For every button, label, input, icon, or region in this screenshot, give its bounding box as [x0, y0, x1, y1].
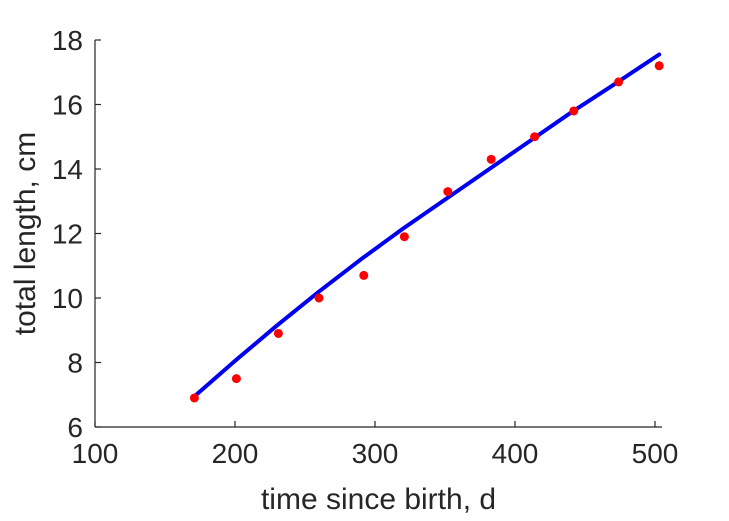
data-point [231, 374, 241, 384]
x-axis-title: time since birth, d [261, 483, 496, 516]
x-tick-label: 100 [72, 438, 119, 469]
y-tick-label: 12 [52, 219, 83, 250]
data-point [273, 328, 283, 338]
x-tick-label: 200 [212, 438, 259, 469]
data-point [189, 393, 199, 403]
y-tick-label: 14 [52, 154, 83, 185]
data-point [614, 77, 624, 87]
y-axis-title: total length, cm [9, 132, 42, 335]
series [189, 52, 664, 403]
x-tick-label: 500 [632, 438, 679, 469]
y-tick-label: 6 [67, 412, 83, 443]
y-tick-label: 8 [67, 348, 83, 379]
x-tick-label: 300 [352, 438, 399, 469]
data-point [530, 132, 540, 142]
y-tick-label: 18 [52, 25, 83, 56]
y-tick-label: 10 [52, 283, 83, 314]
data-point [654, 61, 664, 71]
data-point [486, 154, 496, 164]
fit-line [192, 52, 662, 399]
data-point [314, 293, 324, 303]
x-tick-label: 400 [492, 438, 539, 469]
data-point [443, 187, 453, 197]
axes [94, 40, 662, 428]
y-tick-label: 16 [52, 90, 83, 121]
data-point [569, 106, 579, 116]
data-point [359, 270, 369, 280]
ticks: 100 200 300 400 500 6 8 10 12 14 16 18 [52, 25, 679, 469]
data-point [399, 232, 409, 242]
